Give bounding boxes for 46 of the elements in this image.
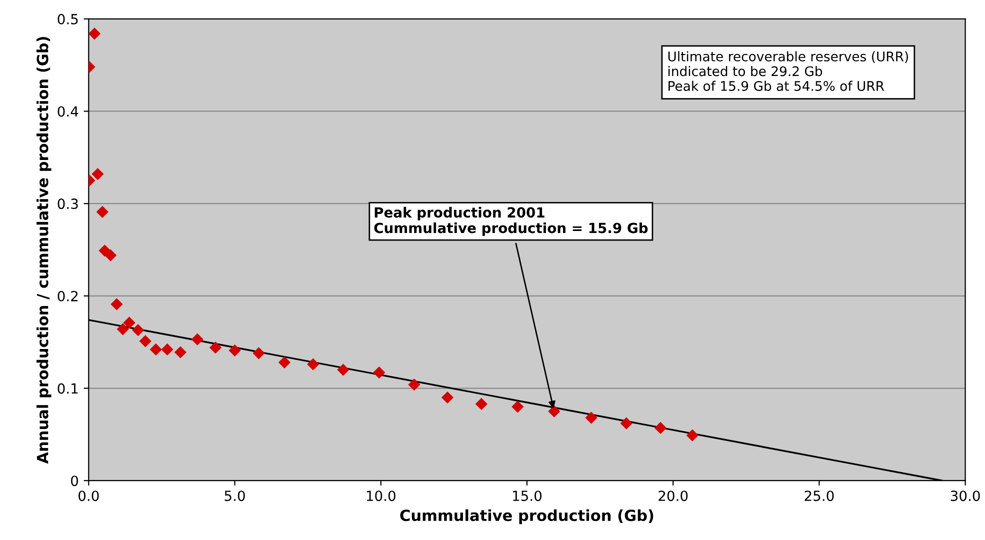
point (475, 398, 488, 410)
point (104, 249, 117, 262)
point (228, 344, 241, 356)
y-tick-label: 0.2 (58, 290, 78, 302)
y-axis-title: Annual production / cummulative production (Gb) (36, 36, 52, 464)
point (116, 323, 129, 336)
point (337, 364, 350, 376)
point (132, 324, 144, 336)
point (123, 316, 136, 329)
x-tick-label: 25.0 (804, 490, 834, 502)
point (191, 333, 204, 346)
x-tick-label: 15.0 (513, 490, 542, 502)
y-tick-label: 0.1 (58, 383, 78, 394)
x-tick-label: 0.0 (78, 490, 99, 502)
x-tick-label: 30.0 (950, 490, 980, 502)
point (548, 405, 560, 418)
point (174, 346, 186, 358)
point (88, 28, 101, 40)
x-tick-label: 5.0 (224, 490, 245, 502)
point (92, 168, 104, 180)
point (96, 206, 108, 218)
point (408, 378, 420, 391)
point (686, 429, 698, 442)
x-axis-title: Cummulative production (Gb) (400, 509, 654, 524)
point (585, 412, 598, 424)
point (373, 366, 386, 379)
point (307, 358, 320, 370)
x-tick-label: 10.0 (366, 490, 396, 502)
annotation: Ultimate recoverable reserves (URR) indicated to be 29.2 Gb Peak of 15.9 Gb at 54.5% of URR (668, 51, 908, 91)
y-tick-label: 0.3 (58, 198, 78, 210)
point (110, 298, 123, 310)
point (620, 417, 632, 430)
y-tick-label: 0.5 (58, 14, 78, 24)
point (512, 400, 524, 413)
point (209, 342, 222, 354)
y-tick-label: 0 (71, 476, 78, 486)
point (278, 356, 290, 368)
point (139, 335, 152, 348)
point (252, 347, 265, 360)
y-tick-label: 0.4 (58, 106, 78, 117)
x-tick-label: 20.0 (658, 490, 688, 502)
point (161, 343, 174, 356)
point (654, 422, 667, 434)
point (150, 343, 162, 356)
point (441, 391, 454, 404)
annotation: Peak production 2001 Cummulative production = 15.9 Gb (374, 206, 648, 236)
